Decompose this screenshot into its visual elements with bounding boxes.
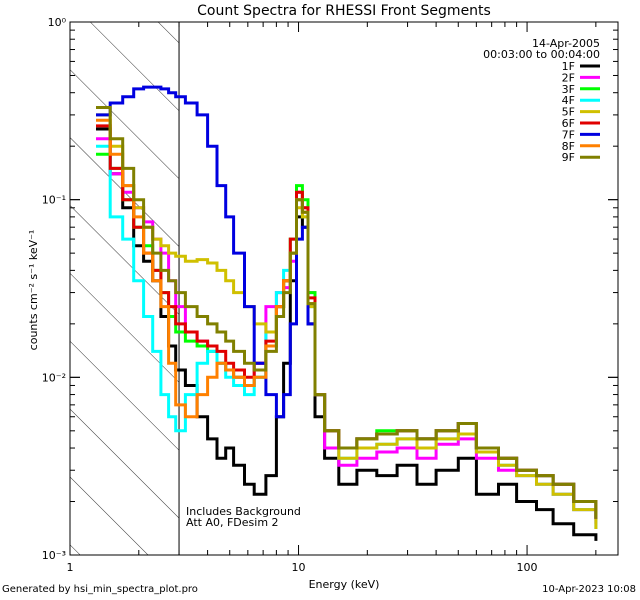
legend-label-7f: 7F [562,128,575,141]
x-tick-label: 1 [67,561,74,574]
background-hatched-region [70,22,180,555]
legend-label-4f: 4F [562,94,575,107]
legend-label-3f: 3F [562,83,575,96]
series-layer [96,85,598,541]
x-tick-label: 10 [292,561,306,574]
time-range-label: 00:03:00 to 00:04:00 [483,48,600,61]
series-line-9f [96,106,598,519]
chart-title: Count Spectra for RHESSI Front Segments [197,3,491,19]
legend-label-5f: 5F [562,106,575,119]
x-axis-label: Energy (keV) [309,578,380,591]
plot-frame [69,21,619,556]
legend-label-8f: 8F [562,140,575,153]
legend-label-9f: 9F [562,151,575,164]
legend-label-2f: 2F [562,71,575,84]
y-tick-label: 10⁻¹ [42,194,66,207]
timestamp-text: 10-Apr-2023 10:08 [542,584,636,595]
axis-ticks: 1 10 100 10⁻³ 10⁻² 10⁻¹ 10⁰ [42,16,618,574]
generated-by-text: Generated by hsi_min_spectra_plot.pro [2,584,198,595]
y-tick-label: 10⁻² [42,371,66,384]
x-tick-label: 100 [517,561,538,574]
y-axis-label: counts cm⁻² s⁻¹ keV⁻¹ [27,230,40,351]
legend-label-1f: 1F [562,60,575,73]
date-label: 14-Apr-2005 [532,37,600,50]
y-tick-label: 10⁰ [48,16,67,29]
annotation-attenuator: Att A0, FDesim 2 [186,516,279,529]
annotation-background: Includes Background [186,505,301,518]
y-tick-label: 10⁻³ [42,549,66,562]
legend-label-6f: 6F [562,117,575,130]
